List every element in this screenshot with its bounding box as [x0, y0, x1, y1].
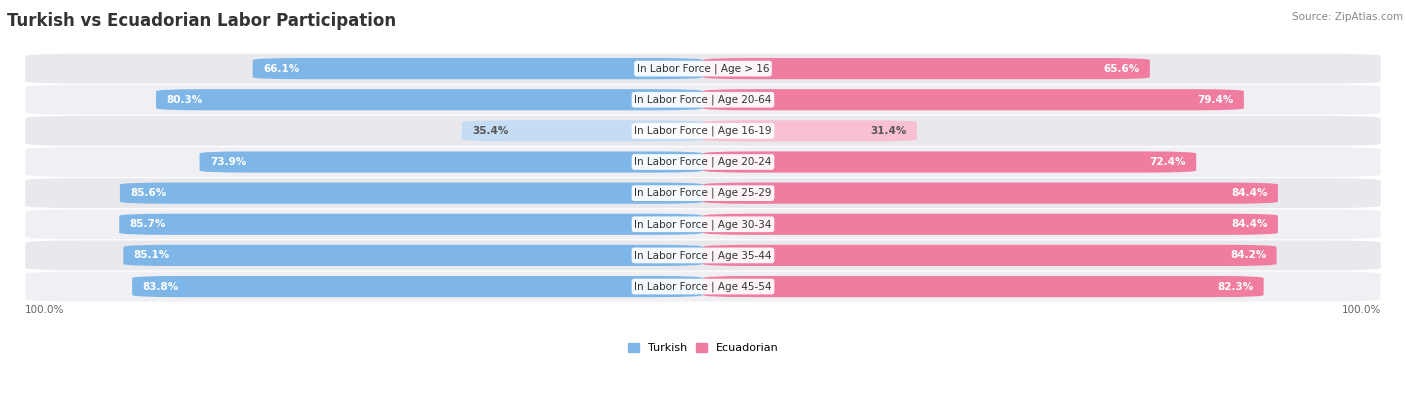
FancyBboxPatch shape — [703, 245, 1277, 266]
Text: 84.4%: 84.4% — [1232, 188, 1268, 198]
FancyBboxPatch shape — [703, 214, 1278, 235]
FancyBboxPatch shape — [25, 178, 1381, 208]
FancyBboxPatch shape — [703, 276, 1264, 297]
Text: In Labor Force | Age 25-29: In Labor Force | Age 25-29 — [634, 188, 772, 198]
FancyBboxPatch shape — [124, 245, 703, 266]
FancyBboxPatch shape — [120, 214, 703, 235]
Text: 85.1%: 85.1% — [134, 250, 170, 260]
Text: In Labor Force | Age 45-54: In Labor Force | Age 45-54 — [634, 281, 772, 292]
FancyBboxPatch shape — [120, 182, 703, 204]
Text: Source: ZipAtlas.com: Source: ZipAtlas.com — [1292, 12, 1403, 22]
Text: 79.4%: 79.4% — [1198, 95, 1233, 105]
Text: Turkish vs Ecuadorian Labor Participation: Turkish vs Ecuadorian Labor Participatio… — [7, 12, 396, 30]
Text: In Labor Force | Age 20-24: In Labor Force | Age 20-24 — [634, 157, 772, 167]
FancyBboxPatch shape — [703, 182, 1278, 204]
Text: In Labor Force | Age 35-44: In Labor Force | Age 35-44 — [634, 250, 772, 261]
FancyBboxPatch shape — [703, 151, 1197, 173]
Text: In Labor Force | Age 16-19: In Labor Force | Age 16-19 — [634, 126, 772, 136]
FancyBboxPatch shape — [25, 241, 1381, 270]
FancyBboxPatch shape — [25, 272, 1381, 301]
Text: 100.0%: 100.0% — [1341, 305, 1381, 314]
Text: In Labor Force | Age > 16: In Labor Force | Age > 16 — [637, 63, 769, 74]
Text: 100.0%: 100.0% — [25, 305, 65, 314]
FancyBboxPatch shape — [200, 151, 703, 173]
FancyBboxPatch shape — [25, 209, 1381, 239]
Text: 65.6%: 65.6% — [1104, 64, 1140, 73]
Text: 66.1%: 66.1% — [263, 64, 299, 73]
FancyBboxPatch shape — [25, 54, 1381, 84]
FancyBboxPatch shape — [25, 116, 1381, 146]
FancyBboxPatch shape — [132, 276, 703, 297]
Legend: Turkish, Ecuadorian: Turkish, Ecuadorian — [623, 338, 783, 357]
Text: 73.9%: 73.9% — [209, 157, 246, 167]
Text: 31.4%: 31.4% — [870, 126, 907, 136]
FancyBboxPatch shape — [25, 85, 1381, 115]
Text: 82.3%: 82.3% — [1218, 282, 1253, 292]
Text: In Labor Force | Age 20-64: In Labor Force | Age 20-64 — [634, 94, 772, 105]
FancyBboxPatch shape — [461, 120, 703, 141]
FancyBboxPatch shape — [25, 147, 1381, 177]
FancyBboxPatch shape — [253, 58, 703, 79]
FancyBboxPatch shape — [703, 58, 1150, 79]
FancyBboxPatch shape — [156, 89, 703, 110]
Text: 85.7%: 85.7% — [129, 219, 166, 229]
Text: 72.4%: 72.4% — [1150, 157, 1187, 167]
Text: In Labor Force | Age 30-34: In Labor Force | Age 30-34 — [634, 219, 772, 229]
Text: 84.2%: 84.2% — [1230, 250, 1267, 260]
Text: 35.4%: 35.4% — [472, 126, 509, 136]
Text: 83.8%: 83.8% — [142, 282, 179, 292]
FancyBboxPatch shape — [703, 120, 917, 141]
Text: 80.3%: 80.3% — [166, 95, 202, 105]
Text: 85.6%: 85.6% — [131, 188, 166, 198]
Text: 84.4%: 84.4% — [1232, 219, 1268, 229]
FancyBboxPatch shape — [703, 89, 1244, 110]
